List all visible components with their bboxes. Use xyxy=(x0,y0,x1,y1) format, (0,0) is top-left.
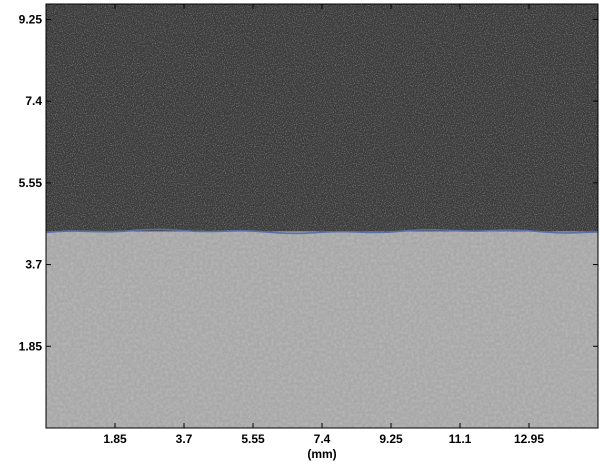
y-tick-label: 3.7 xyxy=(25,258,42,272)
x-axis-unit-label: (mm) xyxy=(307,447,336,461)
y-axis-ticks: 9.25 7.4 5.55 3.7 1.85 xyxy=(19,12,598,353)
upper-region-texture xyxy=(46,4,598,232)
x-tick-label: 7.4 xyxy=(314,432,331,446)
lower-region-texture xyxy=(46,231,598,428)
y-tick-label: 5.55 xyxy=(19,176,43,190)
y-tick-label: 9.25 xyxy=(19,12,43,26)
y-tick-label: 7.4 xyxy=(25,94,42,108)
x-axis-ticks: 1.85 3.7 5.55 7.4 9.25 11.1 12.95 xyxy=(103,4,544,446)
y-tick-label: 1.85 xyxy=(19,339,43,353)
x-tick-label: 11.1 xyxy=(449,432,472,446)
x-tick-label: 3.7 xyxy=(176,432,193,446)
x-tick-label: 12.95 xyxy=(514,432,544,446)
x-tick-label: 9.25 xyxy=(379,432,403,446)
x-tick-label: 1.85 xyxy=(103,432,127,446)
interface-boundary-line xyxy=(46,228,598,235)
x-tick-label: 5.55 xyxy=(241,432,265,446)
